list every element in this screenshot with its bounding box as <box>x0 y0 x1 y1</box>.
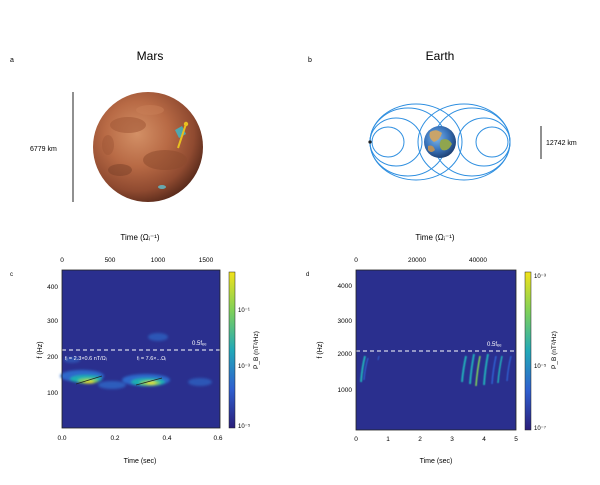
panel-c-fit-line-right <box>135 377 163 386</box>
panel-c-y-tick: 100 <box>47 390 58 397</box>
panel-b-letter: b <box>308 57 312 64</box>
panel-c-colorbar-ticks: 10⁻⁵ 10⁻³ 10⁻¹ <box>238 308 251 430</box>
panel-c-cbar-tick: 10⁻⁵ <box>238 423 251 430</box>
panel-c-signal <box>60 333 212 389</box>
earth-spacecraft-dot <box>368 140 372 144</box>
panel-d-top-tick: 40000 <box>469 257 487 264</box>
panel-d-x-tick: 5 <box>514 436 518 443</box>
panel-d-y-tick: 2000 <box>338 351 353 358</box>
panel-d-x-tick: 2 <box>418 436 422 443</box>
panel-d-x-tick: 0 <box>354 436 358 443</box>
panel-d-x-ticks: 0 1 2 3 4 5 <box>354 436 518 443</box>
panel-d-colorbar-label: P_B (nT²/Hz) <box>551 331 558 369</box>
panel-c-top-tick: 1500 <box>199 257 214 264</box>
panel-d-top-axis-label: Time (Ωᵢ⁻¹) <box>415 233 454 242</box>
mars-field-vector <box>177 123 187 149</box>
panel-c-cbar-tick: 10⁻³ <box>238 364 250 370</box>
panel-c-top-tick: 0 <box>60 257 64 264</box>
panel-a: a Mars 6779 km <box>10 49 203 202</box>
panel-c-top-ticks: 0 500 1000 1500 <box>60 257 213 264</box>
panel-d-cbar-tick: 10⁻³ <box>534 274 546 280</box>
panel-d-top-tick: 0 <box>354 257 358 264</box>
panel-c-top-axis-label: Time (Ωᵢ⁻¹) <box>120 233 159 242</box>
panel-d: d Time (Ωᵢ⁻¹) 0 20000 40000 0.5fₑₑ f (Hz… <box>306 233 558 465</box>
panel-d-plot-border <box>355 269 517 431</box>
panel-b-title: Earth <box>426 49 455 63</box>
panel-d-colorbar <box>524 271 532 431</box>
panel-a-letter: a <box>10 57 14 64</box>
panel-c-x-tick: 0.2 <box>110 435 119 442</box>
panel-d-line-label: 0.5fₑₑ <box>487 342 502 348</box>
panel-d-y-tick: 1000 <box>338 387 353 394</box>
panel-d-cbar-tick: 10⁻⁷ <box>534 425 546 432</box>
panel-d-top-ticks: 0 20000 40000 <box>354 257 487 264</box>
panel-c-x-tick: 0.4 <box>162 435 171 442</box>
panel-c-x-ticks: 0.0 0.2 0.4 0.6 <box>57 435 222 442</box>
panel-d-top-tick: 20000 <box>408 257 426 264</box>
panel-b: b Earth 12742 km <box>308 49 577 181</box>
panel-d-chorus-elements <box>360 353 512 387</box>
panel-d-plot-area <box>356 270 516 430</box>
panel-c-y-tick: 200 <box>47 354 58 361</box>
panel-c-line-label: 0.5fₑₑ <box>192 341 207 347</box>
earth-scale-label: 12742 km <box>546 140 577 147</box>
panel-d-y-tick: 3000 <box>338 318 353 325</box>
panel-d-x-tick: 3 <box>450 436 454 443</box>
panel-d-x-tick: 1 <box>386 436 390 443</box>
panel-c-plot-border <box>61 269 221 429</box>
panel-c-top-tick: 500 <box>105 257 116 264</box>
panel-c-x-tick: 0.6 <box>213 435 222 442</box>
mars-vector-tip <box>183 121 189 127</box>
panel-d-colorbar-ticks: 10⁻⁷ 10⁻⁵ 10⁻³ <box>534 274 547 432</box>
panel-c-plot-area <box>62 270 220 428</box>
panel-c: c Time (Ωᵢ⁻¹) 0 500 1000 1500 0.5fₑₑ f <box>10 233 260 465</box>
panel-c-annotation-left: fᵢ = 2.3×0.6 nT/Ωᵢ <box>65 356 107 362</box>
panel-d-y-ticks: 1000 2000 3000 4000 <box>338 283 353 394</box>
panel-c-fit-line-left <box>75 375 103 385</box>
panel-c-cbar-tick: 10⁻¹ <box>238 308 250 314</box>
panel-c-letter: c <box>10 272 13 278</box>
panel-d-y-tick: 4000 <box>338 283 353 290</box>
panel-c-top-tick: 1000 <box>151 257 166 264</box>
panel-c-x-tick: 0.0 <box>57 435 66 442</box>
panel-c-y-tick: 400 <box>47 284 58 291</box>
panel-c-colorbar-label: P_B (nT²/Hz) <box>253 331 260 369</box>
panel-c-ylabel: f (Hz) <box>37 341 44 358</box>
mars-scale-label: 6779 km <box>30 146 57 153</box>
earth-globe <box>424 126 456 158</box>
panel-c-colorbar <box>228 271 236 429</box>
panel-d-ylabel: f (Hz) <box>317 341 324 358</box>
panel-d-x-tick: 4 <box>482 436 486 443</box>
panel-d-letter: d <box>306 272 309 278</box>
panel-c-annotation-right: fᵢ = 7.6×...Ωᵢ <box>137 356 166 362</box>
panel-d-cbar-tick: 10⁻⁵ <box>534 363 547 370</box>
panel-d-xlabel: Time (sec) <box>420 458 453 465</box>
panel-c-y-ticks: 100 200 300 400 <box>47 284 58 397</box>
mars-globe <box>93 92 203 202</box>
panel-c-xlabel: Time (sec) <box>124 458 157 465</box>
panel-c-y-tick: 300 <box>47 318 58 325</box>
panel-a-title: Mars <box>137 49 164 63</box>
